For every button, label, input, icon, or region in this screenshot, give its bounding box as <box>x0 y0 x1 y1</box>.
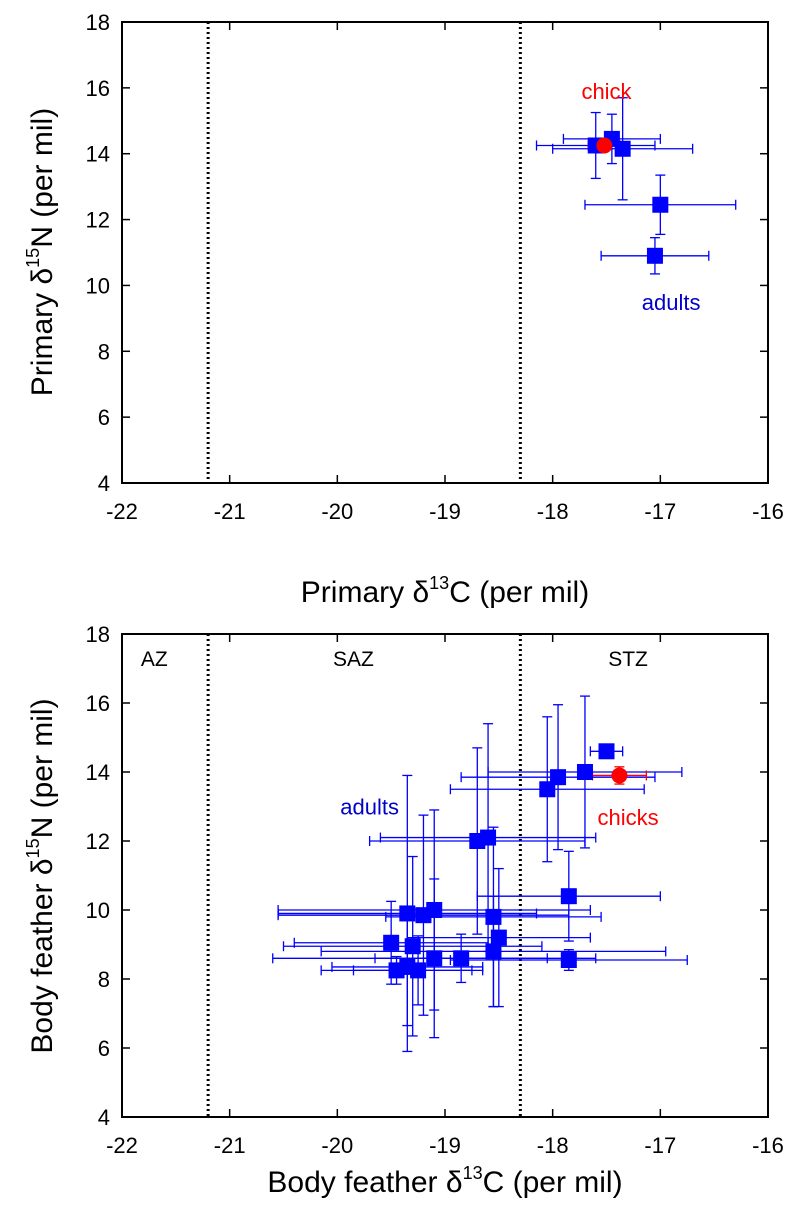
y-tick-label: 12 <box>86 208 110 233</box>
adults-point <box>410 962 427 979</box>
x-tick-label: -17 <box>644 499 676 524</box>
body-feather-plot: -22 -21 -20 -19 -18 -17 -16 4 6 8 10 12 14 16 18 AZ SA… <box>23 622 784 1199</box>
y-axis-label: Primary δ15N (per mil) <box>23 108 59 396</box>
y-tick-label: 6 <box>98 1036 110 1061</box>
adults-point <box>560 888 577 905</box>
y-tick-label: 18 <box>86 10 110 35</box>
zone-label: SAZ <box>333 648 374 671</box>
y-tick-label: 8 <box>98 339 110 364</box>
series-annotation: adults <box>340 795 399 820</box>
series-annotation: chicks <box>597 805 658 830</box>
x-tick-label: -21 <box>214 1133 246 1158</box>
y-tick-label: 10 <box>86 898 110 923</box>
y-tick-label: 4 <box>98 1105 110 1130</box>
x-tick-label: -16 <box>752 499 784 524</box>
y-tick-label: 4 <box>98 471 110 496</box>
adults-point <box>485 943 502 960</box>
zone-label: AZ <box>141 648 168 671</box>
chick-point <box>596 137 613 154</box>
adults-point <box>388 962 405 979</box>
y-tick-label: 10 <box>86 273 110 298</box>
x-tick-label: -18 <box>537 1133 569 1158</box>
adults-point <box>399 905 416 922</box>
x-tick-label: -17 <box>644 1133 676 1158</box>
y-tick-label: 14 <box>86 760 110 785</box>
x-tick-label: -18 <box>537 499 569 524</box>
series-annotation: chick <box>581 79 632 104</box>
adults-point <box>614 140 631 157</box>
x-tick-label: -16 <box>752 1133 784 1158</box>
adults-point <box>576 764 593 780</box>
y-tick-label: 6 <box>98 405 110 430</box>
y-axis-label: Body feather δ15N (per mil) <box>23 698 59 1053</box>
zone-label: STZ <box>608 648 648 671</box>
chicks-point <box>611 767 628 784</box>
adults-point <box>404 938 421 955</box>
y-tick-label: 18 <box>86 622 110 647</box>
x-tick-label: -22 <box>106 1133 138 1158</box>
adults-point <box>550 769 567 786</box>
x-tick-label: -22 <box>106 499 138 524</box>
y-tick-label: 12 <box>86 829 110 854</box>
x-tick-label: -21 <box>214 499 246 524</box>
primary-feather-plot: -22 -21 -20 -19 -18 -17 -16 4 6 8 10 12 14 16 18 chic… <box>23 10 784 609</box>
plot-frame <box>121 633 769 1118</box>
series-annotation: adults <box>642 290 701 315</box>
adults-point <box>469 833 486 849</box>
adults-point <box>415 907 432 924</box>
x-tick-label: -20 <box>321 499 353 524</box>
x-axis-label: Primary δ13C (per mil) <box>301 573 589 609</box>
y-tick-label: 16 <box>86 76 110 101</box>
adults-point <box>560 952 577 969</box>
y-tick-label: 16 <box>86 691 110 716</box>
y-tick-label: 8 <box>98 967 110 992</box>
x-tick-label: -19 <box>429 499 461 524</box>
adults-point <box>383 934 400 951</box>
x-axis-label: Body feather δ13C (per mil) <box>267 1163 622 1199</box>
adults-point <box>490 929 507 946</box>
adults-point <box>646 247 663 264</box>
adults-point <box>426 950 443 967</box>
x-tick-label: -19 <box>429 1133 461 1158</box>
x-tick-label: -20 <box>321 1133 353 1158</box>
adults-point <box>485 908 502 925</box>
y-tick-label: 14 <box>86 142 110 167</box>
adults-point <box>453 950 470 967</box>
plot-frame <box>121 21 769 484</box>
adults-point <box>598 743 615 760</box>
adults-point <box>539 781 556 798</box>
adults-point <box>652 196 669 213</box>
